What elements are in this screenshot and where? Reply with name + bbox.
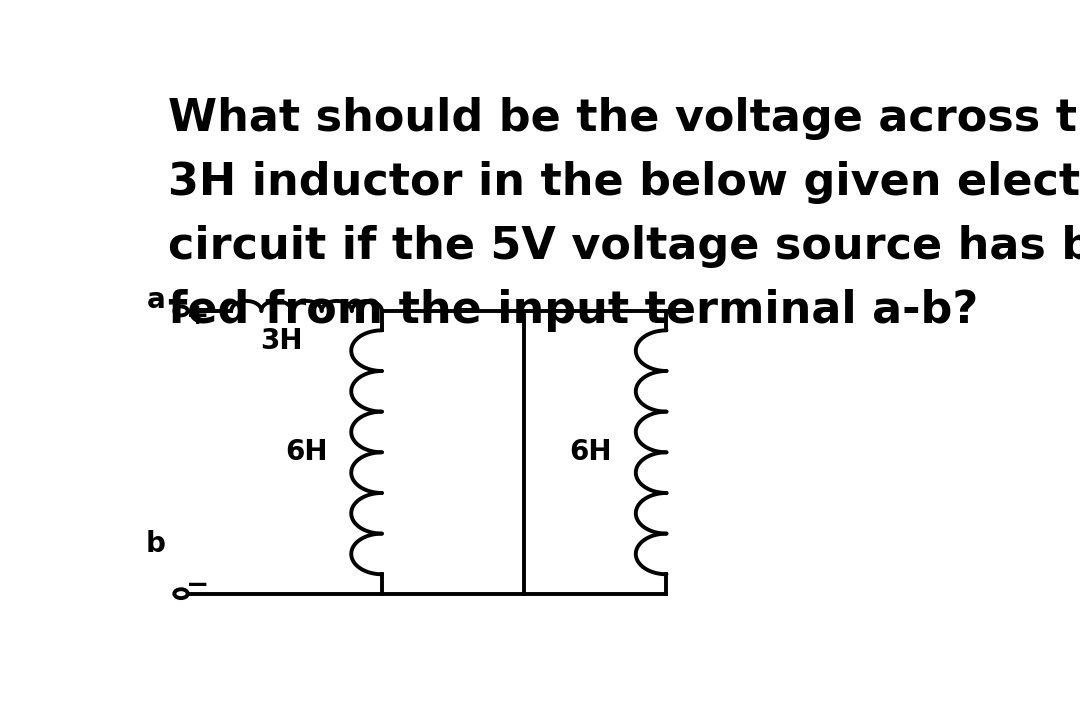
- Text: 6H: 6H: [285, 438, 327, 467]
- Text: circuit if the 5V voltage source has been: circuit if the 5V voltage source has bee…: [168, 225, 1080, 268]
- Text: fed from the input terminal a-b?: fed from the input terminal a-b?: [168, 289, 978, 332]
- Text: 6H: 6H: [569, 438, 612, 467]
- Text: 3H inductor in the below given electrical: 3H inductor in the below given electrica…: [168, 161, 1080, 204]
- Text: 3H: 3H: [260, 328, 302, 356]
- Text: a: a: [147, 286, 165, 314]
- Text: −: −: [186, 572, 210, 599]
- Text: +: +: [186, 302, 210, 330]
- Text: What should be the voltage across the: What should be the voltage across the: [168, 97, 1080, 140]
- Text: b: b: [146, 530, 166, 558]
